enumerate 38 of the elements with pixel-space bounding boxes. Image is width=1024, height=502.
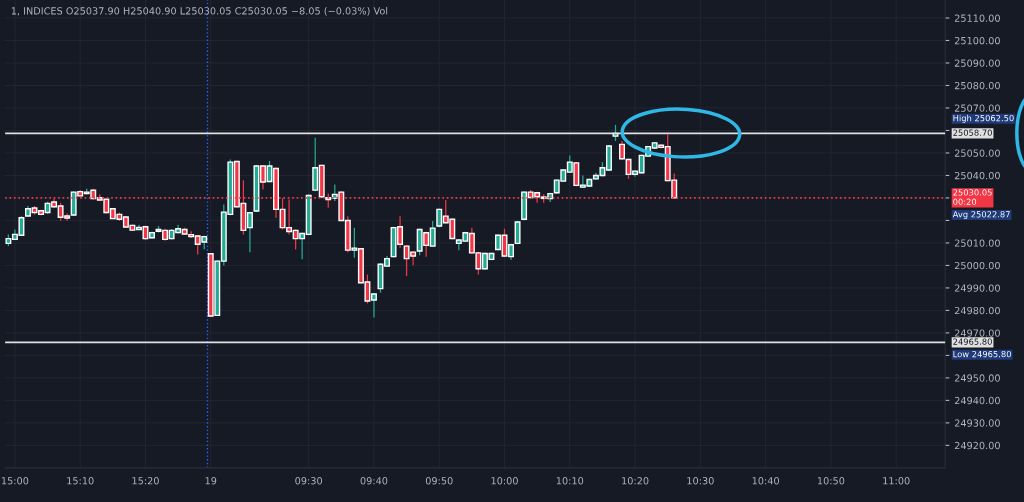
- ref-line-label: 24965.80: [953, 338, 992, 345]
- x-tick-label: 09:40: [360, 477, 388, 485]
- y-tick-label: 25070.00: [954, 104, 1000, 112]
- x-tick-label: 10:40: [752, 477, 779, 485]
- y-tick-label: 25110.00: [954, 14, 1000, 22]
- x-tick-label: 10:00: [491, 477, 518, 485]
- text: Avg 25022.87: [952, 211, 1010, 220]
- y-tick-label: 24950.00: [954, 374, 1000, 382]
- y-tick-label: 25050.00: [954, 149, 1000, 157]
- y-tick-label: 24930.00: [954, 419, 1000, 427]
- text: High 25062.50: [953, 114, 1014, 123]
- y-tick-label: 24990.00: [954, 284, 1000, 292]
- y-tick-label: 25080.00: [954, 81, 1000, 90]
- y-tick-label: 25100.00: [954, 36, 1000, 45]
- x-tick-label: 19: [205, 477, 217, 485]
- y-tick-label: 25010.00: [954, 239, 1000, 247]
- y-tick-label: 24980.00: [954, 306, 1000, 315]
- ref-line-label: 25058.70: [953, 129, 992, 136]
- x-tick-label: 09:50: [425, 477, 453, 485]
- x-tick-label: 15:00: [1, 477, 29, 485]
- x-tick-label: 15:10: [67, 477, 94, 485]
- candlestick: [619, 140, 625, 161]
- x-tick-label: 10:30: [687, 477, 714, 485]
- y-tick-label: 25000.00: [954, 261, 1000, 270]
- y-tick-label: 24970.00: [954, 329, 1000, 337]
- y-tick-label: 24940.00: [954, 396, 1000, 405]
- text: 1, INDICES O25037.90 H25040.90 L25030.05 C25030.05 −8.05 (−0.03%) Vol: [11, 7, 388, 16]
- x-tick-label: 10:20: [622, 477, 649, 485]
- x-tick-label: 11:00: [883, 477, 910, 485]
- y-tick-label: 25040.00: [954, 171, 1000, 180]
- x-tick-label: 10:10: [556, 477, 584, 485]
- x-tick-label: 15:20: [132, 477, 159, 485]
- text: Low 24965.80: [953, 350, 1011, 358]
- y-tick-label: 25090.00: [954, 59, 1000, 67]
- x-tick-label: 09:30: [295, 477, 323, 485]
- y-tick-label: 24920.00: [954, 441, 1000, 450]
- x-tick-label: 10:50: [817, 477, 845, 485]
- ref-line-label: 25030.05 00:20: [953, 189, 992, 205]
